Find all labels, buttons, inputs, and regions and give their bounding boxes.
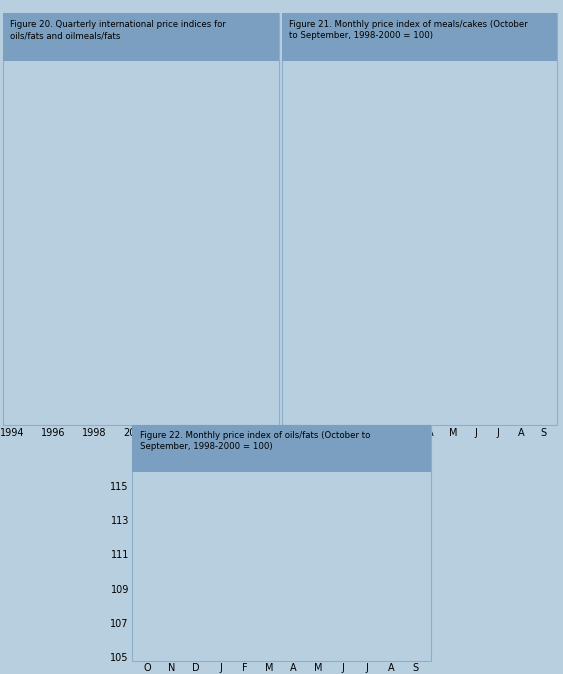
Text: Figure 22. Monthly price index of oils/fats (October to
September, 1998-2000 = 1: Figure 22. Monthly price index of oils/f…	[140, 431, 370, 452]
Text: 2005/06: 2005/06	[252, 472, 300, 483]
Text: 2004/05: 2004/05	[471, 263, 519, 273]
Text: Figure 21. Monthly price index of meals/cakes (October
to September, 1998-2000 =: Figure 21. Monthly price index of meals/…	[289, 20, 528, 40]
Text: 2005/06: 2005/06	[408, 109, 455, 119]
Text: Oilmeals/cakes: Oilmeals/cakes	[77, 88, 152, 122]
Text: Oilseeds: Oilseeds	[16, 315, 55, 324]
Text: Figure 20. Quarterly international price indices for
oils/fats and oilmeals/fats: Figure 20. Quarterly international price…	[10, 20, 226, 40]
Text: Oils/fats: Oils/fats	[164, 357, 214, 388]
Text: 2004/05: 2004/05	[330, 563, 378, 574]
